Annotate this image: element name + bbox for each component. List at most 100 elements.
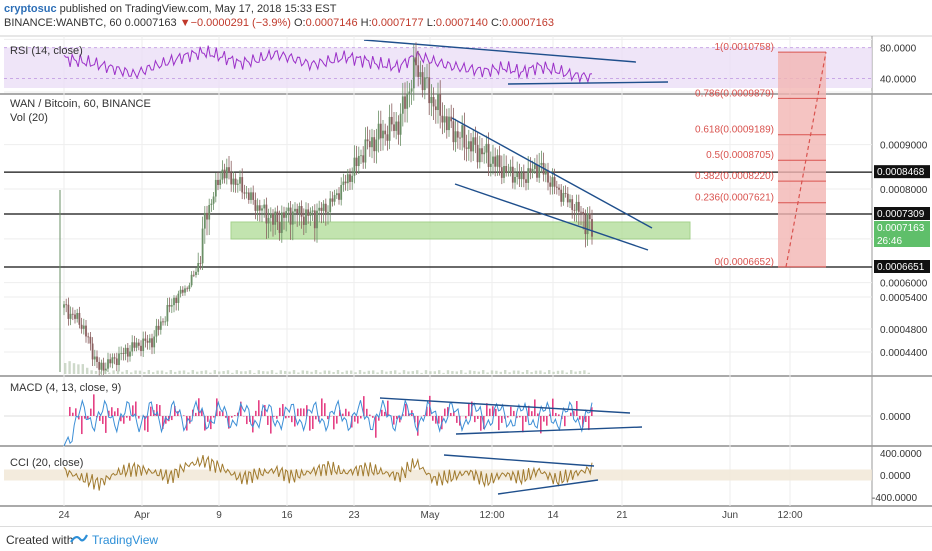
candle-body (567, 194, 569, 203)
candle-body (378, 124, 380, 140)
volume-bar (134, 370, 136, 374)
x-tick-label: May (421, 510, 440, 521)
macd-hist-bar (126, 416, 128, 418)
candle-body (470, 141, 472, 151)
macd-hist-bar (570, 413, 572, 416)
macd-hist-bar (333, 416, 335, 429)
cci-trendline-lower (498, 480, 598, 494)
price-tick-label: 0.0005400 (880, 293, 928, 304)
candle-body (387, 134, 389, 140)
volume-bar (478, 372, 480, 374)
macd-hist-bar (555, 413, 557, 416)
macd-hist-bar (255, 411, 257, 416)
candle-body (114, 357, 116, 358)
candle-body (164, 321, 166, 322)
macd-hist-bar (381, 410, 383, 416)
macd-hist-bar (345, 409, 347, 416)
candle-body (180, 290, 182, 294)
volume-bar (469, 370, 471, 374)
macd-hist-bar (183, 415, 185, 416)
volume-bar (275, 373, 277, 374)
x-tick-label: 12:00 (777, 510, 802, 521)
volume-bar (403, 370, 405, 374)
candle-body (136, 343, 138, 348)
volume-bar (552, 372, 554, 374)
volume-bar (266, 371, 268, 374)
macd-hist-bar (513, 411, 515, 416)
macd-hist-bar (450, 413, 452, 416)
candle-body (125, 348, 127, 354)
volume-bar (328, 371, 330, 374)
volume-bar (517, 371, 519, 374)
candle-body (250, 192, 252, 200)
candle-body (565, 193, 567, 194)
candle-body (129, 351, 131, 356)
macd-hist-bar (423, 415, 425, 416)
candle-body (417, 65, 419, 77)
macd-hist-bar (279, 408, 281, 416)
tradingview-brand-link[interactable]: TradingView (92, 533, 158, 547)
candle-body (591, 219, 593, 237)
cci-tick: 0.0000 (880, 471, 911, 482)
candle-body (349, 174, 351, 182)
volume-bar (447, 370, 449, 374)
macd-hist-bar (147, 416, 149, 432)
candle-body (263, 205, 265, 209)
chart-canvas[interactable]: 1(0.0010758)0.786(0.0009879)0.618(0.0009… (0, 0, 932, 526)
macd-hist-bar (273, 416, 275, 417)
volume-bar (64, 363, 66, 374)
candle-body (459, 138, 461, 139)
volume-bar (354, 372, 356, 374)
macd-hist-bar (207, 416, 209, 422)
macd-hist-bar (519, 416, 521, 417)
macd-hist-bar (210, 416, 212, 429)
volume-label: Vol (20) (10, 112, 48, 124)
macd-hist-bar (114, 411, 116, 416)
candle-body (523, 172, 525, 179)
candle-body (450, 117, 452, 122)
candle-body (415, 57, 417, 65)
volume-bar (456, 371, 458, 374)
volume-bar (77, 364, 79, 374)
macd-label: MACD (4, 13, close, 9) (10, 382, 121, 394)
candle-body (138, 343, 140, 346)
candle-body (413, 57, 415, 88)
macd-hist-bar (276, 416, 278, 419)
candle-body (431, 97, 433, 103)
macd-hist-bar (93, 394, 95, 416)
candle-body (147, 341, 149, 343)
macd-hist-bar (315, 416, 317, 419)
rsi-tick: 40.0000 (880, 75, 917, 86)
volume-bar (346, 371, 348, 374)
macd-hist-bar (438, 416, 440, 424)
candle-body (292, 211, 294, 224)
macd-hist-bar (285, 416, 287, 418)
candle-body (516, 172, 518, 176)
volume-bar (539, 370, 541, 374)
candle-body (521, 172, 523, 179)
candle-body (505, 166, 507, 172)
candle-body (329, 198, 331, 211)
macd-pane (4, 394, 872, 446)
volume-bar (504, 370, 506, 374)
candle-body (222, 170, 224, 180)
candle-body (65, 304, 67, 305)
volume-bar (205, 370, 207, 374)
candle-body (444, 116, 446, 122)
price-tick-label: 0.0008000 (880, 185, 928, 196)
candle-body (70, 314, 72, 319)
candle-body (285, 211, 287, 218)
candle-body (354, 158, 356, 176)
candle-body (534, 164, 536, 169)
volume-bar (143, 372, 145, 374)
volume-bar (491, 370, 493, 374)
macd-hist-bar (366, 409, 368, 416)
candle-body (296, 209, 298, 213)
volume-bar (240, 371, 242, 374)
candle-body (578, 202, 580, 212)
candle-body (411, 88, 413, 91)
candle-body (277, 212, 279, 222)
tradingview-logo-icon (70, 532, 88, 546)
volume-bar (407, 371, 409, 374)
candle-body (321, 208, 323, 211)
